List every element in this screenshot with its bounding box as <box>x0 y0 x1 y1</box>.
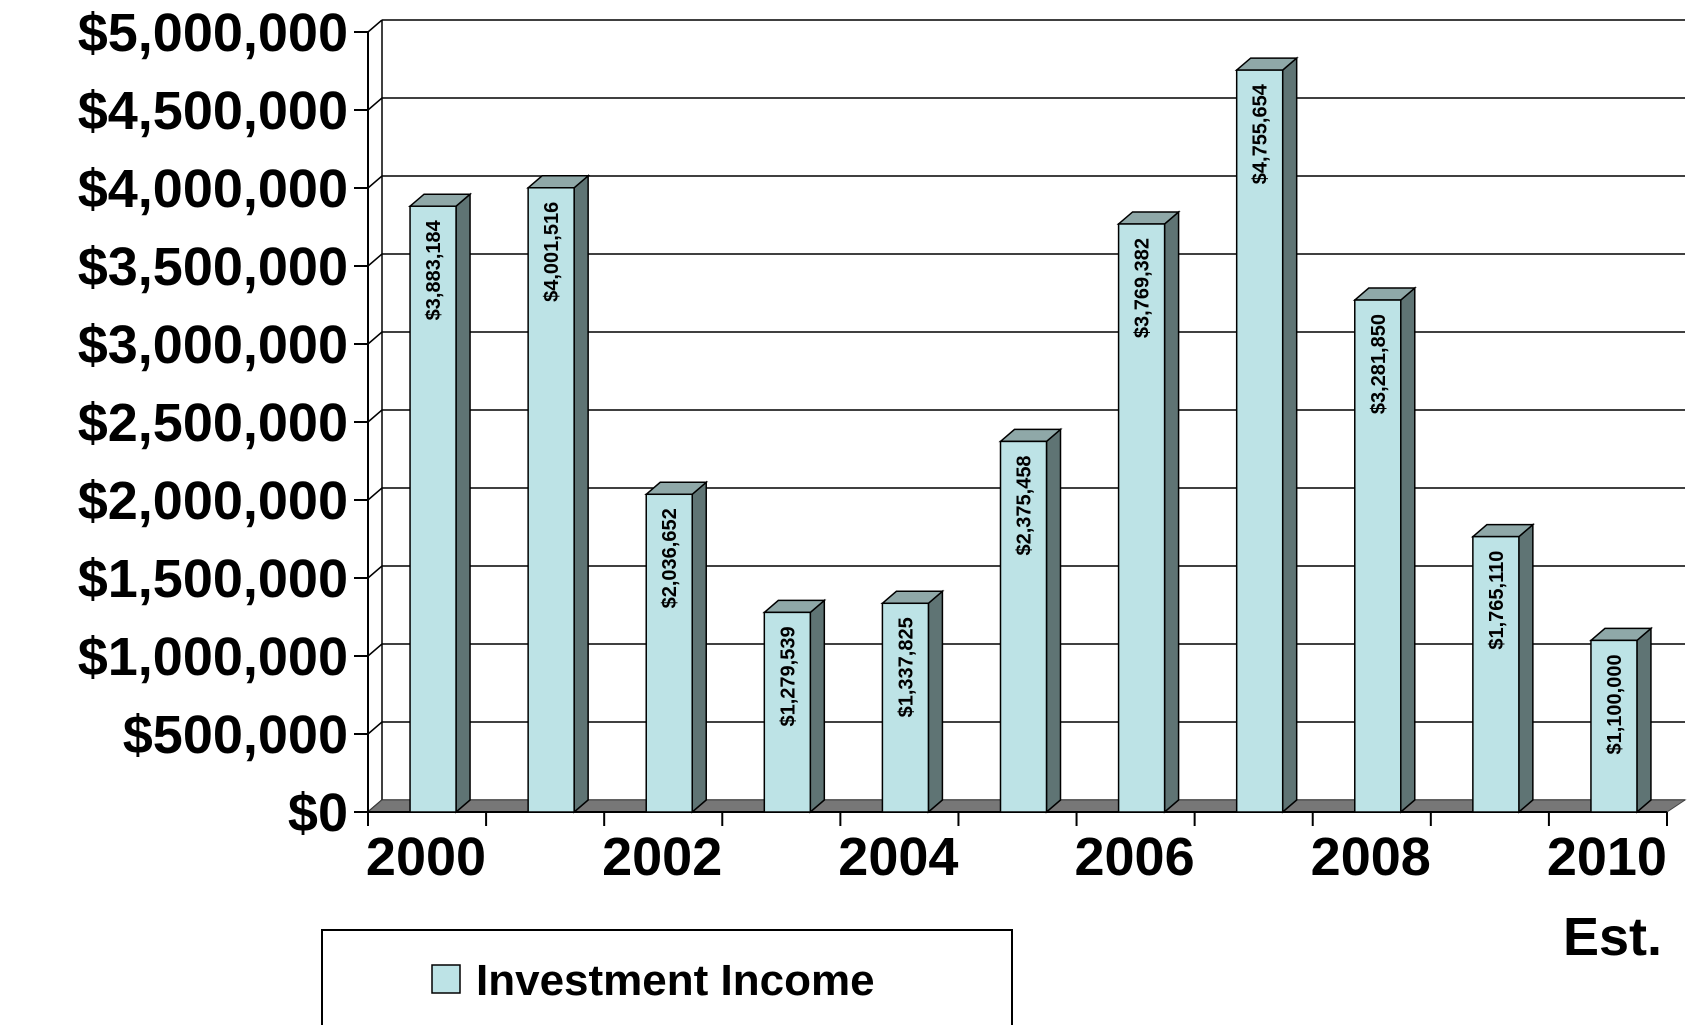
bar-side <box>456 194 470 812</box>
x-tick-label: 2004 <box>838 827 958 887</box>
x-tick-label: 2010 <box>1547 827 1667 887</box>
data-label: $4,001,516 <box>541 202 563 302</box>
y-tick-label: $4,000,000 <box>78 159 348 219</box>
data-label: $1,765,110 <box>1486 551 1508 650</box>
y-tick-label: $500,000 <box>123 705 348 765</box>
gridline-depth <box>368 254 382 266</box>
y-tick-label: $4,500,000 <box>78 81 348 141</box>
x-tick-label-est: Est. <box>1563 907 1662 967</box>
bar-side <box>692 482 706 812</box>
legend-label: Investment Income <box>476 956 875 1005</box>
data-label: $2,036,652 <box>659 508 681 608</box>
gridline-depth <box>368 98 382 110</box>
bar-side <box>574 176 588 812</box>
legend-swatch <box>432 965 460 993</box>
y-tick-label: $2,000,000 <box>78 471 348 531</box>
gridline-depth <box>368 176 382 188</box>
y-tick-label: $1,000,000 <box>78 627 348 687</box>
data-label: $1,100,000 <box>1604 654 1626 754</box>
x-tick-label: 2008 <box>1311 827 1431 887</box>
bar-side <box>928 591 942 812</box>
y-tick-label: $3,500,000 <box>78 237 348 297</box>
bar-side <box>1047 429 1061 812</box>
gridline-depth <box>368 566 382 578</box>
bar-side <box>810 600 824 812</box>
gridline-depth <box>368 644 382 656</box>
bar-side <box>1283 58 1297 812</box>
bar-side <box>1637 628 1651 812</box>
y-axis-tick-labels: $0 $500,000 $1,000,000 $1,500,000 $2,000,000… <box>78 3 348 843</box>
data-label: $3,281,850 <box>1368 314 1390 414</box>
bars <box>410 58 1651 812</box>
data-label: $3,883,184 <box>423 219 445 320</box>
gridline-depth <box>368 488 382 500</box>
gridline-depth <box>368 332 382 344</box>
legend: Investment Income <box>322 930 1012 1025</box>
gridline-depth <box>368 722 382 734</box>
x-tick-label: 2000 <box>366 827 486 887</box>
y-tick-label: $3,000,000 <box>78 315 348 375</box>
bar-side <box>1165 212 1179 812</box>
bar-side <box>1401 288 1415 812</box>
data-label: $1,337,825 <box>895 617 917 717</box>
gridline-depth <box>368 20 382 32</box>
bar-side <box>1519 525 1533 812</box>
gridline-depth <box>368 410 382 422</box>
data-label: $4,755,654 <box>1250 83 1272 184</box>
data-label: $3,769,382 <box>1132 238 1154 338</box>
y-tick-label: $0 <box>288 783 348 843</box>
x-tick-label: 2002 <box>602 827 722 887</box>
data-label: $2,375,458 <box>1014 455 1036 555</box>
y-tick-label: $5,000,000 <box>78 3 348 63</box>
y-tick-label: $2,500,000 <box>78 393 348 453</box>
y-tick-label: $1,500,000 <box>78 549 348 609</box>
x-tick-label: 2006 <box>1074 827 1194 887</box>
data-label: $1,279,539 <box>777 626 799 726</box>
